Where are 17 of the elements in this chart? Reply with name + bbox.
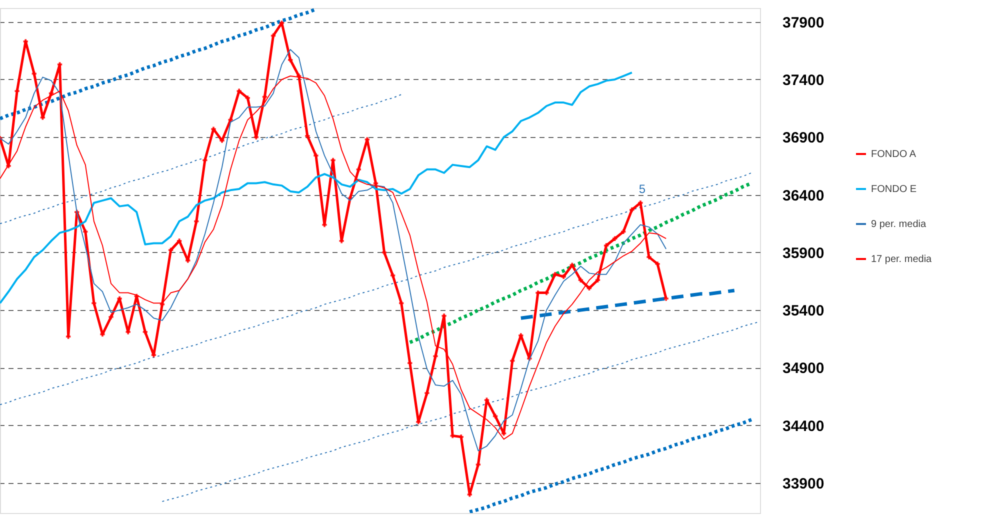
y-tick-label: 37400 [782, 72, 824, 89]
y-tick-label: 35400 [782, 302, 824, 320]
line-series [0, 72, 633, 304]
y-tick-label: 37900 [782, 14, 824, 32]
annotation: 5 [638, 182, 646, 196]
line-series [519, 288, 736, 320]
legend-label: 9 per. media [871, 219, 926, 230]
y-tick-label: 36900 [782, 130, 824, 147]
y-tick-label: 36400 [782, 187, 824, 204]
legend-label: 17 per. media [871, 254, 932, 265]
legend-label: FONDO A [871, 149, 916, 160]
y-tick-label: 33900 [782, 476, 824, 493]
legend-label: FONDO E [871, 184, 917, 195]
y-tick-label: 34400 [782, 418, 824, 435]
line-series [468, 418, 754, 513]
y-tick-label: 34900 [782, 360, 824, 378]
y-tick-label: 35900 [782, 244, 824, 262]
